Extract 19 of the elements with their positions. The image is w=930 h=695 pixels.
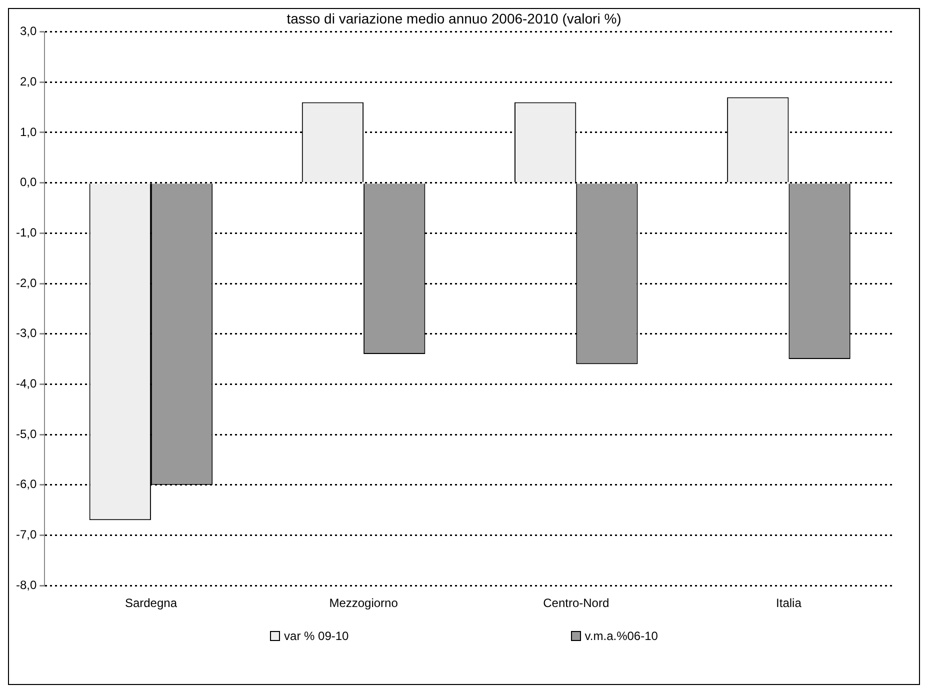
y-tick-label: -5,0: [16, 426, 37, 441]
y-tick-label: -1,0: [16, 225, 37, 240]
x-tick-label: Sardegna: [124, 596, 178, 610]
y-tick-label: -6,0: [16, 477, 37, 492]
legend-label: var % 09-10: [284, 629, 349, 643]
y-tick-label: 2,0: [20, 74, 37, 88]
y-tick-label: -7,0: [16, 528, 37, 542]
y-tick-label: 3,0: [20, 24, 37, 38]
x-tick-label: Italia: [776, 596, 802, 610]
x-tick-label: Centro-Nord: [543, 596, 610, 610]
y-tick-label: 0,0: [20, 175, 37, 190]
y-tick-label: -2,0: [16, 276, 37, 290]
y-tick-label: -4,0: [16, 376, 37, 391]
y-tick-label: -8,0: [16, 578, 37, 592]
y-tick-label: 1,0: [20, 124, 37, 139]
y-tick-label: -3,0: [16, 326, 37, 340]
legend-label: v.m.a.%06-10: [584, 629, 658, 643]
chart-title: tasso di variazione medio annuo 2006-2010 (valori %): [286, 10, 622, 26]
x-tick-label: Mezzogiorno: [329, 596, 398, 610]
